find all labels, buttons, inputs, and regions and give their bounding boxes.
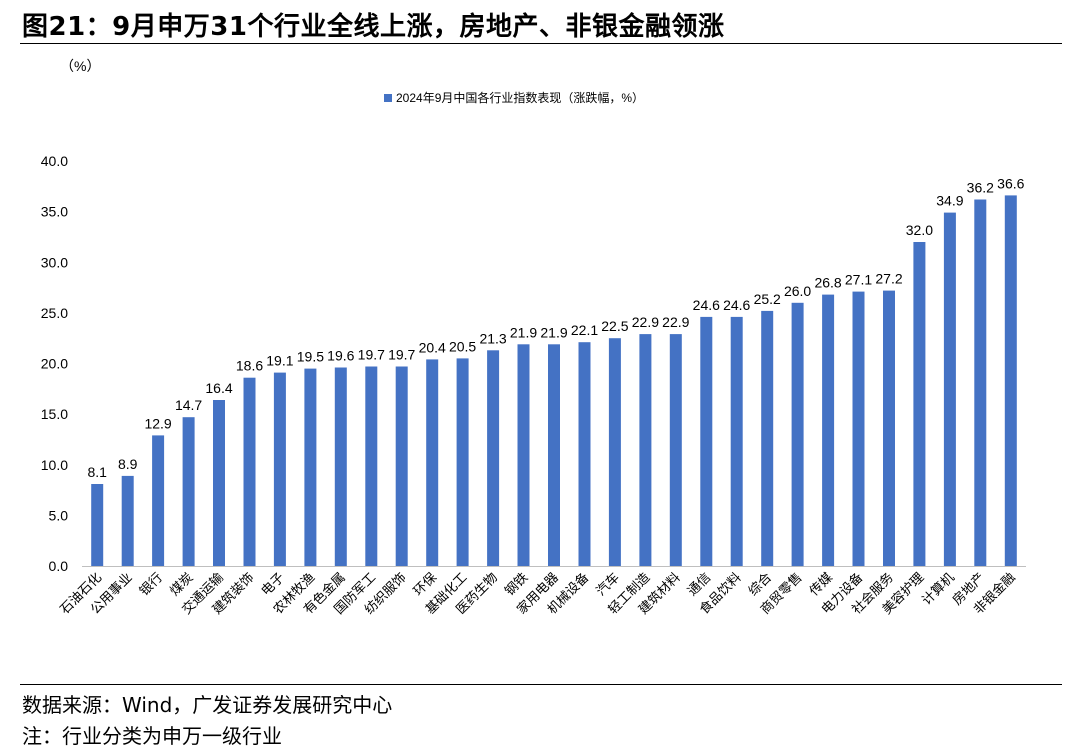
y-tick-label: 30.0	[41, 254, 68, 270]
bar	[700, 316, 713, 566]
legend: 2024年9月中国各行业指数表现（涨跌幅，%）	[384, 90, 644, 105]
y-tick-label: 5.0	[49, 507, 69, 523]
bar	[213, 400, 225, 566]
title-rule	[20, 43, 1062, 44]
y-tick-label: 10.0	[41, 457, 68, 473]
bar	[730, 316, 743, 566]
data-label: 18.6	[236, 358, 263, 374]
bar	[974, 199, 987, 566]
data-label: 36.6	[997, 175, 1024, 191]
bar	[913, 242, 926, 566]
legend-swatch	[384, 94, 392, 102]
data-label: 26.0	[784, 283, 811, 299]
footer-rule	[20, 684, 1062, 685]
bar	[152, 435, 165, 566]
data-label: 25.2	[754, 291, 781, 307]
y-tick-label: 0.0	[49, 558, 69, 574]
data-label: 36.2	[967, 180, 994, 196]
bar	[1004, 195, 1017, 566]
x-tick-label: 银行	[136, 570, 165, 599]
bar	[943, 212, 956, 566]
bar	[426, 359, 439, 566]
data-label: 24.6	[693, 297, 720, 313]
bar	[548, 344, 560, 566]
data-label: 22.9	[632, 314, 659, 330]
bar	[669, 334, 682, 566]
classification-note: 注：行业分类为申万一级行业	[22, 724, 282, 748]
bar	[639, 334, 652, 566]
data-label: 27.1	[845, 272, 872, 288]
data-label: 12.9	[144, 415, 171, 431]
y-tick-label: 15.0	[41, 406, 68, 422]
bar	[273, 372, 286, 566]
y-tick-label: 40.0	[41, 153, 68, 169]
data-label: 16.4	[205, 380, 232, 396]
data-label: 32.0	[906, 222, 933, 238]
bar	[182, 417, 195, 566]
y-axis: 0.0 5.0 10.0 15.0 20.0 25.0 30.0 35.0 40.0	[41, 153, 68, 574]
bar	[334, 367, 347, 566]
y-tick-label: 20.0	[41, 356, 68, 372]
data-label: 20.4	[419, 339, 446, 355]
bar	[761, 310, 774, 566]
y-tick-label: 35.0	[41, 204, 68, 220]
data-label: 19.7	[388, 347, 415, 363]
data-label: 24.6	[723, 297, 750, 313]
data-label: 21.3	[479, 330, 506, 346]
data-label: 19.1	[266, 353, 293, 369]
data-label: 14.7	[175, 397, 202, 413]
data-label: 8.1	[87, 464, 107, 480]
data-label: 19.6	[327, 348, 354, 364]
data-label: 21.9	[510, 324, 537, 340]
data-label: 34.9	[936, 193, 963, 209]
bars: 8.18.912.914.716.418.6 19.1 19.5 19.6 19.7 19…	[87, 175, 1025, 567]
bar	[121, 475, 134, 566]
source-note: 数据来源：Wind，广发证券发展研究中心	[22, 693, 393, 717]
bar	[395, 366, 408, 566]
bar	[822, 294, 835, 566]
data-label: 22.1	[571, 322, 598, 338]
y-tick-label: 25.0	[41, 305, 68, 321]
data-label: 8.9	[118, 456, 138, 472]
data-label: 21.9	[540, 324, 567, 340]
figure-title: 图21：9月申万31个行业全线上涨，房地产、非银金融领涨	[22, 12, 725, 42]
bar	[791, 302, 804, 567]
data-label: 22.5	[601, 318, 628, 334]
data-label: 20.5	[449, 338, 476, 354]
bar	[365, 366, 378, 566]
bar	[243, 377, 256, 566]
data-label: 19.7	[358, 347, 385, 363]
bar	[456, 358, 469, 566]
data-label: 27.2	[875, 271, 902, 287]
data-label: 19.5	[297, 349, 324, 365]
data-label: 22.9	[662, 314, 689, 330]
bar-chart: 0.0 5.0 10.0 15.0 20.0 25.0 30.0 35.0 40.0 石油石化公…	[41, 58, 1026, 617]
bar	[487, 350, 500, 566]
bar	[91, 484, 104, 566]
x-tick-label: 计算机	[919, 570, 957, 608]
y-axis-unit-label: （%）	[60, 58, 100, 74]
bar	[304, 368, 317, 566]
bar	[608, 338, 621, 566]
bar	[852, 291, 865, 566]
bar	[578, 342, 591, 566]
legend-label: 2024年9月中国各行业指数表现（涨跌幅，%）	[396, 90, 644, 105]
bar	[883, 290, 895, 566]
bar	[517, 344, 530, 566]
data-label: 26.8	[814, 275, 841, 291]
